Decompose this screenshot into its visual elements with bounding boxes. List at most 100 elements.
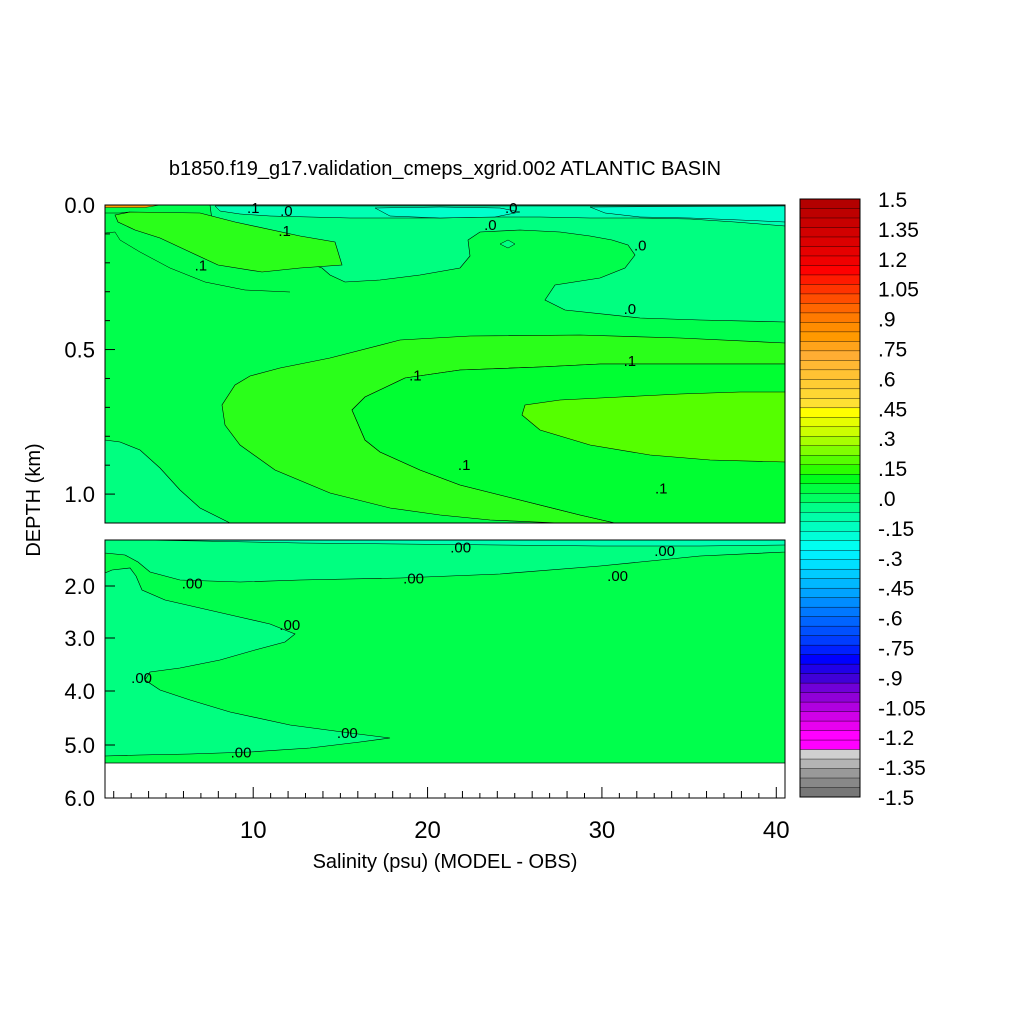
colorbar-label: .3: [878, 428, 896, 451]
upper-small-cell: [499, 239, 516, 249]
lower-top-teal-band: [104, 539, 786, 583]
upper-panel: .1 .0 .0 .0 .1 .0 .1 .0 .1 .1 .1 .1 0.0 0.5 1.0: [64, 193, 786, 524]
colorbar-swatch: [799, 654, 861, 665]
x-axis-label: Salinity (psu) (MODEL - OBS): [313, 851, 578, 873]
colorbar-swatch: [799, 426, 861, 437]
colorbar-label: 1.05: [878, 279, 919, 302]
contour-label: .00: [450, 540, 471, 557]
colorbar-swatch: [799, 768, 861, 779]
colorbar-swatch: [799, 787, 861, 798]
colorbar-label: 1.5: [878, 189, 907, 212]
colorbar: [799, 198, 861, 798]
colorbar-swatch: [799, 663, 861, 675]
colorbar-swatch: [799, 265, 861, 276]
colorbar-swatch: [799, 730, 861, 741]
colorbar-label: -1.5: [878, 787, 914, 810]
colorbar-swatch: [799, 540, 861, 551]
colorbar-swatch: [799, 597, 861, 608]
colorbar-swatch: [799, 284, 861, 295]
colorbar-swatch: [799, 255, 861, 266]
lower-y-tick-label: 6.0: [64, 786, 95, 811]
lower-left-teal-tongue: [104, 567, 391, 757]
colorbar-swatch: [799, 559, 861, 570]
colorbar-swatch: [799, 635, 861, 646]
colorbar-swatch: [799, 350, 861, 361]
colorbar-swatch: [799, 749, 861, 760]
contour-label: .0: [484, 217, 497, 234]
colorbar-swatch: [799, 388, 861, 399]
upper-y-tick-label: 0.0: [64, 193, 95, 218]
colorbar-swatch: [799, 303, 861, 314]
colorbar-swatch: [799, 502, 861, 513]
colorbar-label: .6: [878, 368, 896, 391]
colorbar-label: -.9: [878, 667, 903, 690]
colorbar-swatch: [799, 341, 861, 352]
colorbar-swatch: [799, 644, 861, 656]
colorbar-swatch: [799, 208, 861, 219]
colorbar-label: .15: [878, 458, 907, 481]
contour-label: .00: [279, 617, 300, 634]
contour-label: .1: [409, 368, 422, 385]
colorbar-swatch: [799, 360, 861, 371]
upper-cyan-surface-patch-center: [374, 206, 521, 219]
lower-panel: .00 .00 .00 .00 .00 .00 .00 .00 .00 2.0 3.0 4.0 5.0…: [64, 539, 786, 811]
colorbar-swatch: [799, 616, 861, 627]
colorbar-label: -.6: [878, 608, 903, 631]
colorbar-label: -.3: [878, 548, 903, 571]
upper-surface-green-patch: [114, 211, 343, 273]
upper-y-axis-ticks: 0.0 0.5 1.0: [64, 193, 115, 524]
colorbar-swatch: [799, 455, 861, 466]
colorbar-swatch: [799, 739, 861, 751]
y-axis-label: DEPTH (km): [23, 443, 45, 556]
contour-label: .0: [505, 200, 518, 217]
colorbar-swatch: [799, 369, 861, 380]
colorbar-swatch: [799, 293, 861, 304]
upper-panel-frame: [104, 204, 786, 524]
colorbar-swatch: [799, 758, 861, 770]
lower-y-axis-ticks: 2.0 3.0 4.0 5.0 6.0: [64, 574, 115, 811]
x-tick-label: 20: [414, 817, 441, 844]
contour-label: .1: [624, 353, 637, 370]
lower-y-tick-label: 5.0: [64, 733, 95, 758]
contour-label: .1: [247, 200, 260, 217]
colorbar-swatch: [799, 578, 861, 589]
colorbar-swatch: [799, 445, 861, 456]
colorbar-swatch: [799, 550, 861, 561]
x-tick-label: 40: [763, 817, 790, 844]
colorbar-swatch: [799, 512, 861, 523]
colorbar-label: -1.2: [878, 727, 914, 750]
colorbar-label: -1.05: [878, 697, 926, 720]
colorbar-frame: [799, 198, 861, 798]
upper-yellowgreen-core: [521, 391, 786, 463]
colorbar-swatch: [799, 625, 861, 637]
colorbar-swatch: [799, 692, 861, 703]
colorbar-swatch: [799, 379, 861, 390]
x-axis-ticks: 10 20 30 40: [113, 787, 790, 844]
contour-label: .1: [278, 223, 291, 240]
contour-label: .00: [337, 725, 358, 742]
upper-surface-light-green-edge: [105, 211, 131, 214]
upper-y-tick-label: 0.5: [64, 338, 95, 363]
contour-label: .00: [131, 670, 152, 687]
colorbar-swatch: [799, 312, 861, 323]
colorbar-swatch: [799, 464, 861, 475]
colorbar-swatch: [799, 531, 861, 542]
colorbar-swatch: [799, 568, 861, 580]
colorbar-labels: 1.5 1.35 1.2 1.05 .9 .75 .6 .45 .3 .15 .0 -.15 -.3 -.…: [878, 189, 926, 810]
colorbar-swatch: [799, 217, 861, 228]
contour-label: .1: [195, 258, 208, 275]
colorbar-swatch: [799, 246, 861, 257]
lower-y-tick-label: 2.0: [64, 574, 95, 599]
colorbar-swatch: [799, 398, 861, 409]
colorbar-label: -.45: [878, 578, 914, 601]
contour-label: .00: [607, 568, 628, 585]
contour-label: .00: [403, 570, 424, 587]
colorbar-swatch: [799, 777, 861, 789]
contour-label: .00: [231, 744, 252, 761]
colorbar-label: -1.35: [878, 757, 926, 780]
contour-label: .00: [654, 543, 675, 560]
x-tick-label: 30: [589, 817, 616, 844]
colorbar-swatch: [799, 236, 861, 247]
lower-contour-labels: .00 .00 .00 .00 .00 .00 .00 .00 .00: [131, 540, 675, 762]
